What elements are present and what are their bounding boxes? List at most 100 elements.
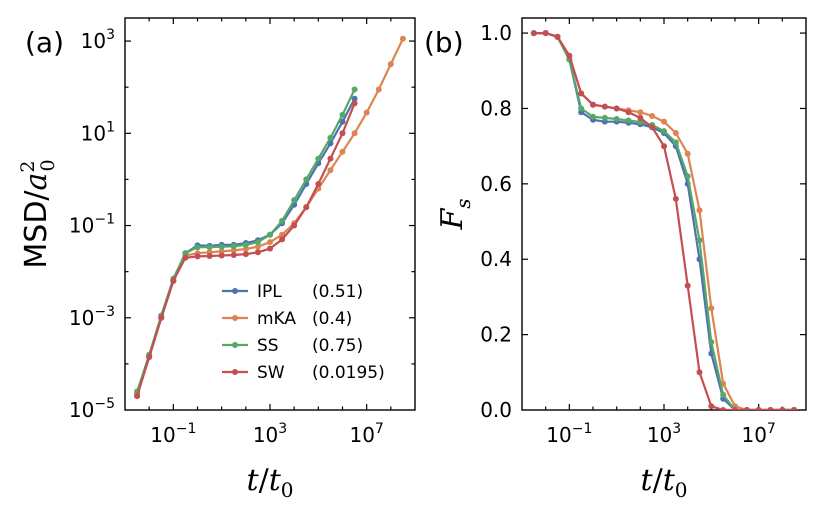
y-tick-label: 0.4 — [480, 247, 512, 271]
series-line-ipl — [533, 31, 795, 410]
data-point-sw — [720, 407, 727, 410]
data-point-sw — [637, 114, 644, 121]
data-point-sw — [303, 204, 310, 211]
data-point-sw — [791, 407, 798, 410]
data-point-sw — [625, 109, 632, 116]
data-point-sw — [254, 249, 261, 256]
data-point-sw — [134, 393, 141, 400]
data-point-ss — [613, 116, 620, 123]
data-point-sw — [170, 277, 177, 284]
legend-value-ss: (0.75) — [312, 336, 363, 356]
x-tick-label: 107 — [349, 421, 383, 447]
series-group — [134, 35, 406, 400]
data-point-ss — [218, 243, 225, 250]
data-point-sw — [279, 236, 286, 243]
data-point-sw — [779, 407, 786, 410]
y-axis-title: MSD/a20 — [17, 159, 59, 268]
legend-label-mka: mKA — [257, 309, 296, 329]
data-point-sw — [696, 369, 703, 376]
data-point-sw — [649, 124, 656, 131]
data-point-ss — [720, 391, 727, 398]
x-tick-label: 10−1 — [546, 421, 592, 447]
x-axis-title: t/t0 — [641, 463, 688, 502]
legend: IPL (0.51) mKA (0.4) SS (0.75) SW (0.0195) — [222, 282, 385, 383]
y-tick-label: 10−5 — [69, 396, 115, 422]
data-point-sw — [590, 101, 596, 108]
legend-label-sw: SW — [257, 363, 285, 383]
legend-value-ipl: (0.51) — [312, 282, 363, 302]
data-point-mka — [351, 130, 358, 137]
data-point-ss — [315, 155, 322, 162]
legend-marker-ipl — [232, 288, 238, 294]
panel-b: 10−1 103 107 0.0 0.2 0.4 0.6 0.8 1.0 (b) t/t0 Fs — [424, 17, 807, 502]
series-group — [530, 30, 798, 410]
y-axis-title: Fs — [435, 198, 475, 230]
data-point-ss — [242, 241, 249, 248]
data-point-sw — [554, 33, 561, 40]
data-point-sw — [755, 407, 762, 410]
data-point-ss — [708, 339, 715, 346]
data-point-ss — [672, 139, 679, 146]
data-point-mka — [387, 61, 394, 68]
data-point-mka — [661, 118, 667, 125]
data-point-ss — [684, 173, 691, 180]
data-point-sw — [327, 155, 334, 162]
data-point-sw — [767, 407, 774, 410]
data-point-ss — [267, 231, 273, 238]
legend-marker-sw — [232, 369, 238, 375]
data-point-ss — [303, 176, 310, 183]
data-point-mka — [375, 86, 382, 93]
data-point-sw — [684, 282, 691, 289]
data-point-sw — [230, 252, 237, 259]
data-point-mka — [339, 148, 346, 155]
data-point-ss — [206, 244, 213, 251]
legend-value-mka: (0.4) — [312, 309, 352, 329]
panel-label: (a) — [25, 26, 64, 59]
panel-a: 10−1 103 107 10−5 10−3 10−1 101 103 (a) t/t0 MSD/a… — [17, 17, 416, 502]
x-tick-label: 107 — [741, 421, 775, 447]
data-point-sw — [613, 105, 620, 112]
data-point-sw — [158, 314, 165, 321]
data-point-ss — [625, 117, 632, 124]
y-tick-label: 0.8 — [480, 96, 512, 120]
data-point-mka — [399, 35, 406, 42]
data-point-mka — [672, 129, 679, 136]
series-line-sw — [533, 31, 795, 410]
data-point-sw — [242, 251, 249, 258]
data-point-ss — [351, 86, 358, 93]
data-point-sw — [542, 30, 549, 37]
series-line-ss — [533, 31, 795, 410]
data-point-ss — [230, 243, 237, 250]
data-point-sw — [566, 52, 573, 59]
data-point-sw — [530, 30, 537, 37]
y-tick-label: 10−1 — [69, 212, 115, 238]
x-tick-label: 103 — [647, 421, 681, 447]
data-point-ss — [194, 244, 201, 251]
legend-label-ss: SS — [257, 336, 279, 356]
data-point-sw — [708, 403, 715, 410]
x-axis-title: t/t0 — [247, 463, 294, 502]
data-point-sw — [578, 90, 585, 97]
data-point-sw — [339, 130, 346, 137]
data-point-mka — [363, 109, 370, 116]
data-point-sw — [291, 222, 298, 229]
y-tick-label: 101 — [81, 119, 115, 145]
data-point-sw — [743, 407, 750, 410]
data-point-ss — [601, 114, 608, 121]
data-point-sw — [351, 100, 358, 107]
data-point-mka — [267, 239, 273, 246]
data-point-sw — [146, 353, 153, 360]
data-point-ss — [327, 134, 334, 141]
data-point-mka — [637, 109, 644, 116]
data-point-ss — [661, 128, 667, 135]
series-line-mka — [533, 31, 795, 410]
data-point-sw — [194, 253, 201, 260]
data-point-ss — [637, 119, 644, 126]
data-point-mka — [684, 150, 691, 157]
data-point-ss — [590, 113, 596, 120]
data-point-ss — [182, 250, 189, 257]
data-point-ss — [339, 111, 346, 118]
x-tick-label: 103 — [253, 421, 287, 447]
data-point-mka — [649, 113, 656, 119]
